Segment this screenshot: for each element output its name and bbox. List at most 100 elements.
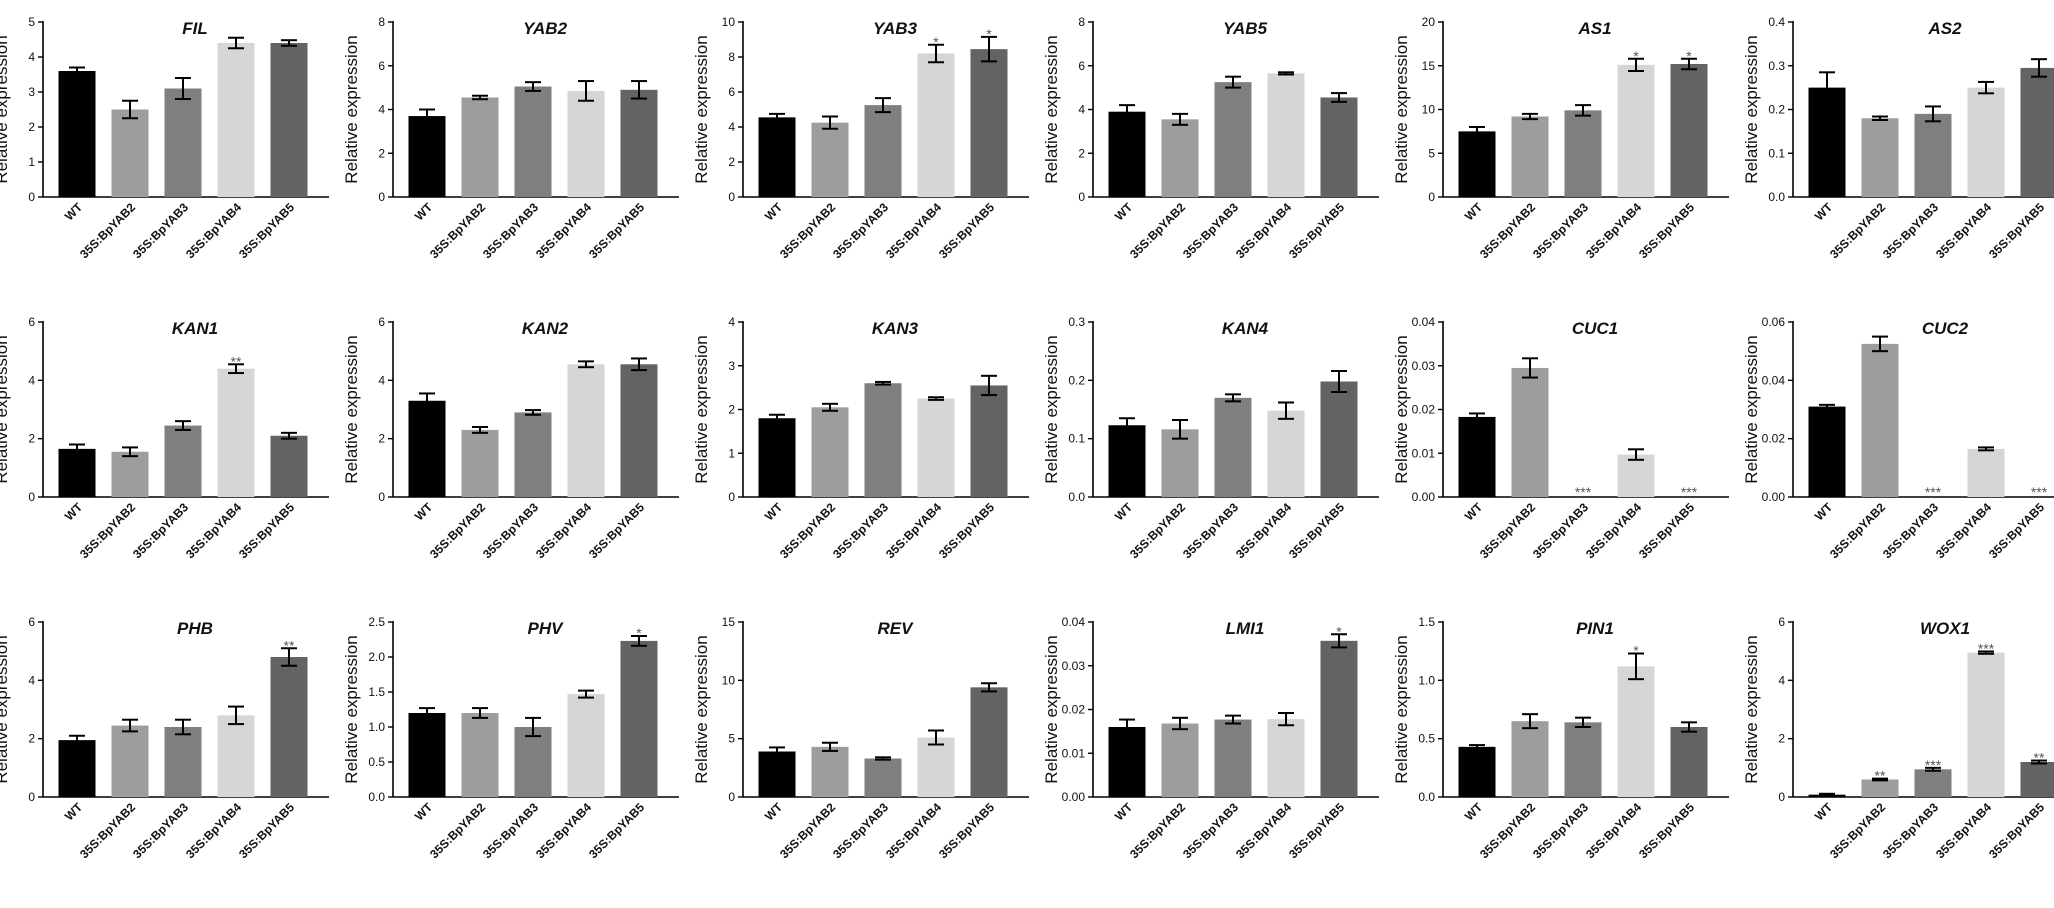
significance-label: * xyxy=(1336,623,1342,639)
y-tick-label: 0.1 xyxy=(1768,146,1785,160)
x-tick-label: 35S:BpYAB2 xyxy=(1827,500,1888,561)
bar-35s-bpyab2 xyxy=(1861,343,1899,497)
significance-label: *** xyxy=(1925,484,1942,500)
bar-35s-bpyab2 xyxy=(811,746,849,797)
bar-wt xyxy=(1808,87,1846,197)
chart-title: YAB2 xyxy=(523,19,568,38)
y-tick-label: 3 xyxy=(28,85,35,99)
y-tick-label: 10 xyxy=(722,673,736,687)
x-tick-label: 35S:BpYAB5 xyxy=(936,500,997,561)
x-tick-label: 35S:BpYAB5 xyxy=(1636,800,1697,861)
y-tick-label: 0.01 xyxy=(1412,446,1436,460)
chart-panel-fil: FIL Relative expression 0 1 2 3 4 5 WT35S:BpYAB2… xyxy=(0,15,329,261)
y-tick-label: 2 xyxy=(728,403,735,417)
x-tick-label: WT xyxy=(62,800,86,824)
bar-35s-bpyab5 xyxy=(1670,727,1708,797)
x-tick-label: 35S:BpYAB5 xyxy=(236,200,297,261)
y-tick-label: 0.4 xyxy=(1768,15,1785,29)
bar-35s-bpyab5 xyxy=(970,687,1008,797)
y-tick-label: 4 xyxy=(378,103,385,117)
x-tick-label: 35S:BpYAB4 xyxy=(533,800,594,861)
x-tick-label: 35S:BpYAB4 xyxy=(883,800,944,861)
x-tick-label: 35S:BpYAB2 xyxy=(1477,500,1538,561)
bar-35s-bpyab4 xyxy=(1267,410,1305,497)
bar-wt xyxy=(758,117,796,197)
bar-35s-bpyab3 xyxy=(164,425,202,497)
bar-35s-bpyab3 xyxy=(164,88,202,197)
x-tick-label: 35S:BpYAB2 xyxy=(1477,800,1538,861)
x-tick-label: 35S:BpYAB5 xyxy=(1636,200,1697,261)
y-axis-label: Relative expression xyxy=(1392,335,1411,483)
y-tick-label: 1.0 xyxy=(1418,673,1435,687)
chart-panel-yab2: YAB2 Relative expression 0 2 4 6 8 WT35S:BpYAB2… xyxy=(342,15,679,261)
y-axis-label: Relative expression xyxy=(0,35,11,183)
x-tick-label: 35S:BpYAB4 xyxy=(533,200,594,261)
bar-35s-bpyab3 xyxy=(1564,110,1602,197)
bar-35s-bpyab4 xyxy=(1967,448,2005,497)
x-tick-label: 35S:BpYAB4 xyxy=(1933,200,1994,261)
x-tick-label: 35S:BpYAB3 xyxy=(1530,800,1591,861)
x-tick-label: 35S:BpYAB4 xyxy=(883,500,944,561)
chart-panel-yab5: YAB5 Relative expression 0 2 4 6 8 WT35S:BpYAB2… xyxy=(1042,15,1379,261)
x-tick-label: 35S:BpYAB2 xyxy=(777,200,838,261)
x-tick-label: 35S:BpYAB2 xyxy=(1127,200,1188,261)
y-tick-label: 0.02 xyxy=(1062,703,1086,717)
chart-title: CUC2 xyxy=(1922,319,1969,338)
bar-35s-bpyab2 xyxy=(461,97,499,197)
significance-label: *** xyxy=(1575,484,1592,500)
y-axis-label: Relative expression xyxy=(0,635,11,783)
x-tick-label: 35S:BpYAB3 xyxy=(130,800,191,861)
x-tick-label: WT xyxy=(412,500,436,524)
bar-35s-bpyab4 xyxy=(217,715,255,797)
bar-wt xyxy=(58,448,96,497)
x-tick-label: WT xyxy=(62,500,86,524)
significance-label: * xyxy=(933,34,939,50)
bar-35s-bpyab3 xyxy=(1914,769,1952,797)
x-tick-label: WT xyxy=(762,500,786,524)
x-tick-label: 35S:BpYAB4 xyxy=(1233,500,1294,561)
x-tick-label: 35S:BpYAB5 xyxy=(1286,500,1347,561)
bar-35s-bpyab3 xyxy=(514,86,552,197)
y-tick-label: 4 xyxy=(378,373,385,387)
x-tick-label: WT xyxy=(762,800,786,824)
x-tick-label: 35S:BpYAB4 xyxy=(1933,800,1994,861)
y-tick-label: 6 xyxy=(28,315,35,329)
y-tick-label: 1 xyxy=(28,155,35,169)
bar-wt xyxy=(58,740,96,797)
x-tick-label: 35S:BpYAB2 xyxy=(427,800,488,861)
x-tick-label: 35S:BpYAB3 xyxy=(1530,200,1591,261)
x-tick-label: 35S:BpYAB4 xyxy=(183,200,244,261)
y-axis-label: Relative expression xyxy=(1392,635,1411,783)
bar-35s-bpyab5 xyxy=(1320,97,1358,197)
x-tick-label: 35S:BpYAB3 xyxy=(830,800,891,861)
x-tick-label: 35S:BpYAB5 xyxy=(586,500,647,561)
y-tick-label: 2 xyxy=(728,155,735,169)
chart-title: PIN1 xyxy=(1576,619,1614,638)
y-axis-label: Relative expression xyxy=(692,635,711,783)
bar-35s-bpyab5 xyxy=(620,364,658,497)
significance-label: ** xyxy=(2034,750,2045,766)
chart-title: KAN2 xyxy=(522,319,569,338)
y-axis-label: Relative expression xyxy=(0,335,11,483)
bar-wt xyxy=(1108,727,1146,797)
y-tick-label: 0 xyxy=(728,490,735,504)
x-tick-label: 35S:BpYAB5 xyxy=(1986,800,2047,861)
y-tick-label: 0 xyxy=(728,190,735,204)
y-tick-label: 1.5 xyxy=(1418,615,1435,629)
x-tick-label: WT xyxy=(62,200,86,224)
chart-panel-phv: PHV Relative expression 0.0 0.5 1.0 1.5 2.0 2.5… xyxy=(342,615,679,861)
y-tick-label: 8 xyxy=(378,15,385,29)
bar-35s-bpyab4 xyxy=(567,694,605,797)
x-tick-label: 35S:BpYAB5 xyxy=(236,500,297,561)
bar-35s-bpyab2 xyxy=(1161,119,1199,197)
bar-35s-bpyab5 xyxy=(270,43,308,197)
x-tick-label: 35S:BpYAB2 xyxy=(1127,800,1188,861)
y-tick-label: 0.02 xyxy=(1412,403,1436,417)
y-tick-label: 0 xyxy=(1078,190,1085,204)
y-tick-label: 0 xyxy=(28,790,35,804)
y-axis-label: Relative expression xyxy=(342,35,361,183)
y-tick-label: 4 xyxy=(1778,673,1785,687)
bar-35s-bpyab4 xyxy=(917,737,955,797)
